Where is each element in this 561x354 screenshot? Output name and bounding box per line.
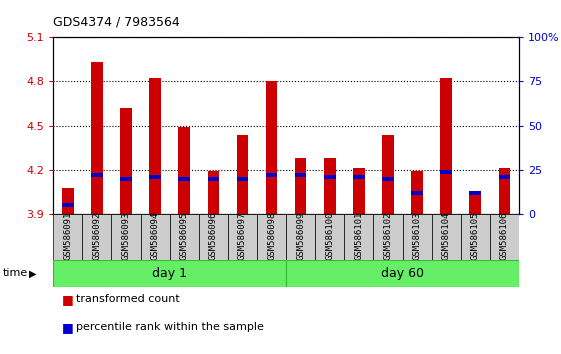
Bar: [461, 214, 490, 260]
Text: GSM586099: GSM586099: [296, 212, 305, 261]
Text: time: time: [3, 268, 28, 278]
Bar: [237, 177, 249, 181]
Text: GSM586098: GSM586098: [267, 212, 276, 261]
Text: GSM586097: GSM586097: [238, 212, 247, 261]
Text: transformed count: transformed count: [76, 294, 180, 304]
Bar: [353, 175, 365, 179]
Bar: [53, 260, 286, 287]
Bar: [470, 194, 481, 214]
Text: GSM586100: GSM586100: [325, 212, 334, 261]
Text: ■: ■: [62, 321, 73, 334]
Bar: [257, 214, 286, 260]
Bar: [315, 214, 344, 260]
Bar: [178, 127, 190, 214]
Bar: [499, 169, 510, 214]
Text: GSM586094: GSM586094: [151, 212, 160, 261]
Bar: [53, 214, 82, 260]
Bar: [199, 214, 228, 260]
Bar: [62, 188, 73, 214]
Text: GSM586091: GSM586091: [63, 212, 72, 261]
Bar: [382, 177, 394, 181]
Text: GSM586103: GSM586103: [412, 212, 421, 261]
Text: GDS4374 / 7983564: GDS4374 / 7983564: [53, 16, 180, 29]
Bar: [324, 158, 335, 214]
Bar: [91, 62, 103, 214]
Bar: [324, 175, 335, 179]
Bar: [149, 79, 161, 214]
Bar: [382, 135, 394, 214]
Bar: [120, 177, 132, 181]
Bar: [141, 214, 169, 260]
Bar: [178, 177, 190, 181]
Text: GSM586101: GSM586101: [355, 212, 364, 261]
Bar: [266, 173, 277, 177]
Bar: [82, 214, 112, 260]
Bar: [91, 173, 103, 177]
Bar: [499, 175, 510, 179]
Text: day 60: day 60: [381, 267, 424, 280]
Bar: [286, 214, 315, 260]
Text: GSM586095: GSM586095: [180, 212, 188, 261]
Bar: [470, 191, 481, 195]
Text: ■: ■: [62, 293, 73, 306]
Text: percentile rank within the sample: percentile rank within the sample: [76, 322, 264, 332]
Bar: [440, 79, 452, 214]
Bar: [208, 177, 219, 181]
Bar: [266, 81, 277, 214]
Bar: [62, 204, 73, 207]
Bar: [149, 175, 161, 179]
Bar: [411, 171, 423, 214]
Text: GSM586092: GSM586092: [93, 212, 102, 261]
Bar: [440, 170, 452, 173]
Bar: [431, 214, 461, 260]
Bar: [353, 169, 365, 214]
Bar: [120, 108, 132, 214]
Bar: [169, 214, 199, 260]
Bar: [228, 214, 257, 260]
Bar: [402, 214, 431, 260]
Bar: [490, 214, 519, 260]
Text: GSM586104: GSM586104: [442, 212, 450, 261]
Text: GSM586106: GSM586106: [500, 212, 509, 261]
Text: GSM586105: GSM586105: [471, 212, 480, 261]
Bar: [295, 158, 306, 214]
Bar: [295, 173, 306, 177]
Bar: [374, 214, 402, 260]
Bar: [112, 214, 141, 260]
Bar: [286, 260, 519, 287]
Text: GSM586102: GSM586102: [384, 212, 393, 261]
Bar: [237, 135, 249, 214]
Bar: [208, 171, 219, 214]
Bar: [344, 214, 374, 260]
Text: GSM586096: GSM586096: [209, 212, 218, 261]
Text: ▶: ▶: [29, 268, 36, 278]
Bar: [411, 191, 423, 195]
Text: GSM586093: GSM586093: [122, 212, 131, 261]
Text: day 1: day 1: [152, 267, 187, 280]
